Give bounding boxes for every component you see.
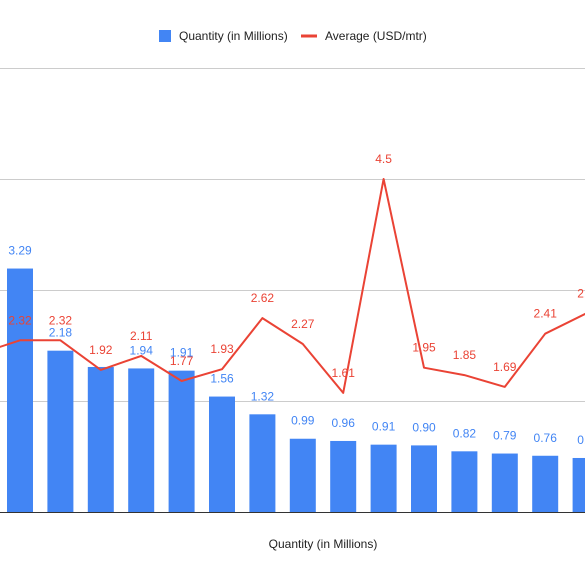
bar: [7, 268, 33, 512]
x-axis-title: Quantity (in Millions): [269, 537, 378, 551]
bar-data-label: 0.91: [372, 420, 396, 434]
bar-data-label: 3.29: [8, 244, 32, 258]
bar: [572, 457, 585, 512]
legend-bar-label: Quantity (in Millions): [179, 29, 288, 43]
bar: [47, 350, 74, 512]
line-data-label: 1.77: [170, 354, 194, 368]
line-data-label: 2.27: [291, 317, 315, 331]
line-data-label: 2.11: [130, 329, 153, 343]
line-series-path: [0, 178, 585, 394]
line-data-label: 1.93: [210, 342, 234, 356]
line-series: [0, 178, 585, 394]
bar: [491, 453, 518, 512]
bar-data-label: 0.96: [332, 416, 356, 430]
line-data-labels: 2.32 2.32 1.92 2.11 1.77 1.93 2.62 2.27 1.61 4.5 1…: [8, 152, 585, 380]
legend-line-label: Average (USD/mtr): [325, 29, 427, 43]
bar-data-label: 1.91: [170, 346, 194, 360]
bar-data-label: 0.76: [534, 431, 558, 445]
bar: [330, 440, 357, 512]
bar: [249, 414, 276, 512]
bar-data-label: 2.18: [49, 326, 73, 340]
bar-data-label: 1.56: [210, 372, 234, 386]
line-data-label: 2.41: [534, 307, 558, 321]
bar-series: [7, 268, 585, 512]
bar-data-labels: 3.29 2.18 1.94 1.91 1.56 1.32 0.99 0.96 0.91 0.90…: [8, 244, 585, 447]
bar-data-label: 0.7: [577, 433, 585, 447]
bar: [209, 396, 235, 512]
bar: [87, 366, 114, 512]
line-data-label: 2.32: [49, 313, 73, 327]
bar-data-label: 0.82: [453, 426, 477, 440]
legend: Quantity (in Millions) Average (USD/mtr): [159, 29, 427, 43]
bar: [411, 445, 437, 512]
bar: [128, 368, 155, 512]
line-data-label: 2.32: [8, 313, 32, 327]
bar-data-label: 0.99: [291, 414, 315, 428]
line-data-label: 1.95: [412, 341, 436, 355]
bar: [370, 444, 397, 512]
line-data-label: 1.61: [332, 366, 356, 380]
bar-data-label: 0.79: [493, 429, 517, 443]
line-data-label: 1.92: [89, 343, 113, 357]
bar: [289, 438, 316, 512]
line-data-label: 2.62: [251, 291, 275, 305]
line-data-label: 4.5: [375, 152, 392, 166]
bar-data-label: 1.94: [130, 343, 154, 357]
bar-data-label: 0.90: [412, 420, 436, 434]
bar-data-label: 1.32: [251, 389, 275, 403]
line-data-label: 1.69: [493, 360, 517, 374]
bar: [451, 451, 478, 512]
bar: [532, 455, 559, 512]
bar: [168, 370, 195, 512]
legend-bar-swatch: [159, 30, 171, 42]
line-data-label: 1.85: [453, 348, 477, 362]
line-data-label: 2.6: [577, 287, 585, 301]
